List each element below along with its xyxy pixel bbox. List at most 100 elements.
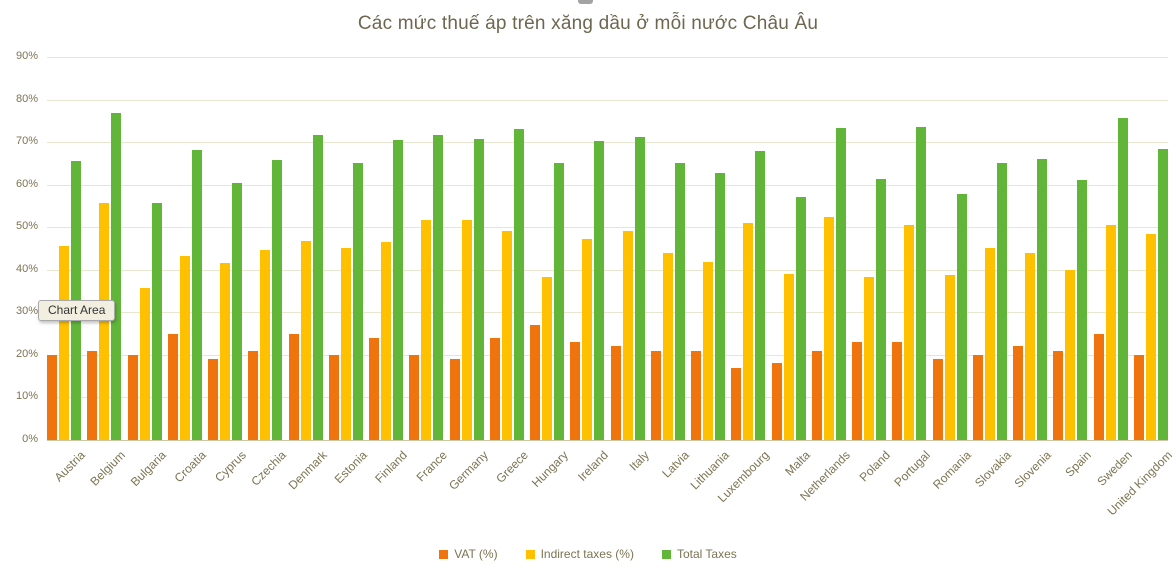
bar-vat[interactable] [892, 342, 903, 440]
bar-total-taxes[interactable] [634, 137, 645, 440]
bar-total-taxes[interactable] [594, 140, 605, 440]
bar-indirect-taxes[interactable] [179, 256, 190, 440]
bar-vat[interactable] [691, 350, 701, 440]
bar-vat[interactable] [489, 337, 500, 440]
y-tick-label[interactable]: 10% [15, 390, 38, 403]
bar-indirect-taxes[interactable] [622, 230, 633, 440]
bar-vat[interactable] [530, 325, 540, 440]
y-tick-label[interactable]: 60% [15, 177, 38, 190]
bar-indirect-taxes[interactable] [381, 241, 391, 440]
bar-indirect-taxes[interactable] [582, 238, 593, 440]
bar-total-taxes[interactable] [473, 139, 484, 440]
bar-indirect-taxes[interactable] [864, 276, 874, 440]
bar-vat[interactable] [731, 367, 742, 440]
y-tick-label[interactable]: 0% [22, 433, 38, 445]
bar-indirect-taxes[interactable] [984, 247, 995, 440]
y-tick-label[interactable]: 40% [15, 262, 38, 275]
bar-vat[interactable] [47, 354, 57, 440]
bar-indirect-taxes[interactable] [1025, 252, 1035, 440]
bar-total-taxes[interactable] [1157, 149, 1168, 440]
bar-total-taxes[interactable] [191, 149, 202, 440]
bar-total-taxes[interactable] [996, 162, 1007, 440]
bar-vat[interactable] [1093, 333, 1104, 440]
bar-indirect-taxes[interactable] [783, 274, 794, 440]
legend-entry-vat[interactable]: VAT (%) [439, 547, 498, 561]
bar-indirect-taxes[interactable] [59, 246, 69, 440]
bar-indirect-taxes[interactable] [340, 247, 351, 440]
bar-vat[interactable] [167, 333, 178, 440]
bar-vat[interactable] [248, 350, 259, 440]
bar-total-taxes[interactable] [715, 172, 725, 440]
bar-total-taxes[interactable] [433, 134, 444, 440]
bar-indirect-taxes[interactable] [220, 263, 230, 440]
bar-vat[interactable] [932, 359, 943, 440]
bar-indirect-taxes[interactable] [260, 249, 271, 440]
bar-total-taxes[interactable] [513, 129, 524, 440]
bar-vat[interactable] [771, 363, 782, 440]
bar-vat[interactable] [1133, 354, 1144, 440]
bar-vat[interactable] [1053, 350, 1064, 440]
bar-indirect-taxes[interactable] [743, 222, 754, 440]
bar-total-taxes[interactable] [352, 162, 363, 440]
bar-vat[interactable] [610, 346, 621, 440]
y-tick-label[interactable]: 20% [15, 347, 38, 360]
y-tick-label[interactable]: 80% [15, 92, 38, 105]
bar-vat[interactable] [87, 350, 98, 440]
bar-total-taxes[interactable] [674, 163, 685, 440]
bar-vat[interactable] [449, 359, 460, 440]
bar-indirect-taxes[interactable] [703, 262, 713, 440]
bar-total-taxes[interactable] [272, 160, 283, 440]
bar-total-taxes[interactable] [1037, 159, 1047, 440]
bar-vat[interactable] [288, 333, 299, 440]
bar-indirect-taxes[interactable] [99, 202, 110, 440]
bar-total-taxes[interactable] [755, 150, 766, 440]
bar-vat[interactable] [369, 337, 379, 440]
bar-total-taxes[interactable] [393, 139, 403, 440]
bar-total-taxes[interactable] [835, 128, 846, 440]
bar-vat[interactable] [127, 354, 138, 440]
bar-total-taxes[interactable] [956, 194, 967, 440]
bar-indirect-taxes[interactable] [1145, 234, 1156, 440]
total-taxes-swatch-icon [661, 549, 671, 559]
bar-vat[interactable] [650, 350, 661, 440]
bar-total-taxes[interactable] [1117, 118, 1128, 440]
bar-total-taxes[interactable] [1077, 180, 1088, 440]
bar-vat[interactable] [409, 354, 420, 440]
y-tick-label[interactable]: 50% [15, 220, 38, 233]
y-tick-label[interactable]: 30% [15, 305, 38, 318]
gridline-10% [47, 397, 1168, 399]
bar-indirect-taxes[interactable] [461, 220, 472, 440]
bar-vat[interactable] [328, 354, 339, 440]
legend-entry-total-taxes[interactable]: Total Taxes [661, 547, 737, 561]
bar-indirect-taxes[interactable] [1065, 269, 1076, 440]
bar-indirect-taxes[interactable] [1105, 224, 1116, 440]
bar-total-taxes[interactable] [876, 178, 886, 440]
bar-total-taxes[interactable] [111, 113, 122, 440]
bar-total-taxes[interactable] [916, 126, 927, 440]
chart-title[interactable]: Các mức thuế áp trên xăng dầu ở mỗi nước… [357, 13, 819, 34]
bar-indirect-taxes[interactable] [542, 277, 552, 440]
bar-indirect-taxes[interactable] [300, 241, 311, 440]
bar-vat[interactable] [1013, 346, 1023, 440]
bar-indirect-taxes[interactable] [662, 252, 673, 440]
legend-entry-indirect-taxes[interactable]: Indirect taxes (%) [525, 547, 634, 561]
bar-indirect-taxes[interactable] [139, 287, 150, 440]
y-tick-label[interactable]: 70% [15, 135, 38, 148]
y-tick-label[interactable]: 90% [15, 50, 38, 62]
bar-indirect-taxes[interactable] [421, 220, 432, 440]
bar-vat[interactable] [852, 342, 862, 440]
bar-vat[interactable] [972, 354, 983, 440]
bar-vat[interactable] [208, 359, 218, 440]
bar-indirect-taxes[interactable] [501, 231, 512, 440]
bar-indirect-taxes[interactable] [904, 224, 915, 440]
plot-area[interactable] [47, 57, 1168, 440]
bar-vat[interactable] [811, 350, 822, 440]
bar-total-taxes[interactable] [554, 162, 564, 440]
bar-indirect-taxes[interactable] [944, 274, 955, 440]
bar-vat[interactable] [570, 342, 581, 440]
bar-total-taxes[interactable] [151, 202, 162, 440]
bar-total-taxes[interactable] [795, 197, 806, 440]
bar-indirect-taxes[interactable] [823, 217, 834, 440]
bar-total-taxes[interactable] [232, 182, 242, 440]
bar-total-taxes[interactable] [312, 134, 323, 440]
